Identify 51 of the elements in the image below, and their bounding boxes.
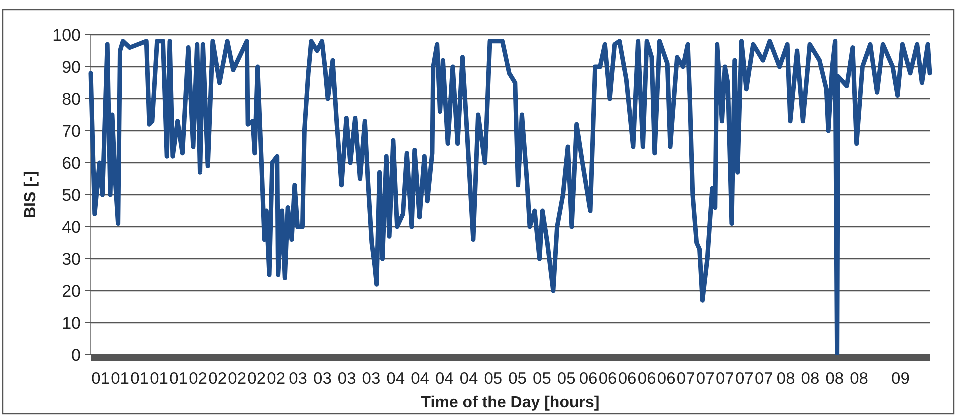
x-tick-label: 07: [676, 370, 696, 388]
y-tick-label: 0: [72, 346, 81, 365]
x-tick-label: 02: [208, 370, 228, 388]
x-tick-label: 04: [386, 370, 406, 388]
x-tick-label: 03: [362, 370, 381, 388]
x-tick-label: 04: [460, 370, 478, 388]
x-tick-label: 09: [892, 370, 910, 388]
x-tick-label: 02: [228, 370, 247, 388]
x-tick-label: 02: [189, 370, 208, 388]
x-tick-label: 01: [92, 370, 110, 388]
x-tick-label: 07: [716, 370, 734, 388]
x-tick-label: 03: [338, 370, 356, 388]
x-tick-label: 04: [435, 370, 454, 388]
x-tick-label: 02: [267, 370, 286, 388]
x-tick-label: 01: [150, 370, 168, 388]
x-tick-label: 01: [130, 370, 149, 388]
x-tick-label: 06: [598, 370, 618, 388]
x-tick-label: 03: [314, 370, 332, 388]
y-tick-label: 80: [62, 90, 81, 109]
x-tick-label: 06: [579, 370, 598, 388]
y-tick-label: 70: [62, 122, 81, 141]
x-tick-label: 02: [248, 370, 266, 388]
x-tick-label: 01: [111, 370, 130, 388]
x-tick-label: 07: [696, 370, 715, 388]
x-tick-label: 06: [618, 370, 637, 388]
y-tick-label: 30: [62, 250, 81, 269]
x-tick-label: 05: [533, 370, 552, 388]
x-axis-title: Time of the Day [hours]: [421, 394, 600, 412]
x-tick-label: 04: [411, 370, 430, 388]
x-tick-label: 08: [850, 370, 868, 388]
y-tick-label: 50: [62, 186, 81, 205]
y-tick-label: 60: [62, 154, 81, 173]
y-tick-label: 40: [62, 218, 81, 237]
x-tick-label: 07: [754, 370, 774, 388]
y-tick-label: 20: [62, 282, 81, 301]
x-tick-label: 08: [826, 370, 844, 388]
y-tick-label: 10: [62, 314, 81, 333]
x-tick-label: 06: [638, 370, 656, 388]
x-tick-label: 05: [508, 370, 527, 388]
line-series: [88, 39, 932, 358]
y-tick-label: 100: [52, 26, 81, 45]
x-tick-label: 05: [557, 370, 576, 388]
x-tick-label: 08: [776, 370, 796, 388]
x-tick-label: 03: [289, 370, 308, 388]
x-tick-label: 06: [657, 370, 676, 388]
y-tick-label: 90: [62, 58, 81, 77]
y-axis-title: BIS [-]: [22, 171, 40, 219]
x-tick-label: 07: [735, 370, 754, 388]
x-tick-label: 01: [170, 370, 188, 388]
x-tick-label: 05: [484, 370, 503, 388]
x-tick-label: 08: [801, 370, 820, 388]
